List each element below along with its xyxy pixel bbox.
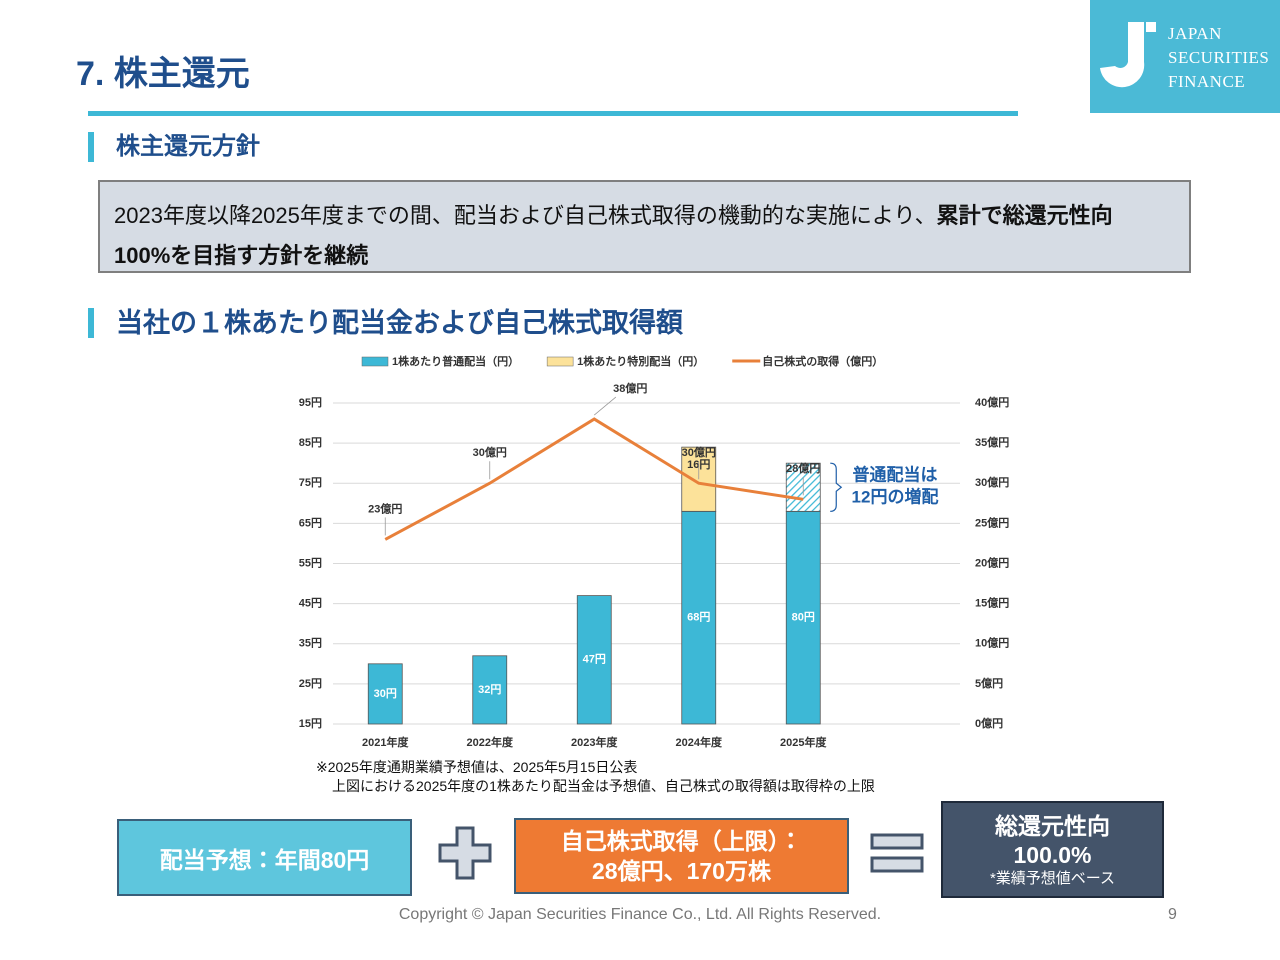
y2-tick-label: 0億円 xyxy=(975,716,1003,730)
y2-tick-label: 25億円 xyxy=(975,515,1009,529)
buyback-text: 28億円、170万株 xyxy=(592,858,771,884)
buyback-text: 自己株式取得（上限）： xyxy=(560,828,803,854)
title-rule xyxy=(88,111,1018,116)
x-tick-label: 2023年度 xyxy=(571,735,618,749)
logo-text: JAPAN SECURITIES FINANCE xyxy=(1168,22,1269,94)
payout-note: *業績予想値ベース xyxy=(989,869,1116,887)
policy-text: 2023年度以降2025年度までの間、配当および自己株式取得の機動的な実施により… xyxy=(114,203,937,228)
y-tick-label: 75円 xyxy=(299,476,322,489)
note: ※2025年度通期業績予想値は、2025年5月15日公表 xyxy=(316,759,638,775)
legend-label: 1株あたり特別配当（円） xyxy=(577,354,704,368)
line xyxy=(384,417,804,541)
page-number: 9 xyxy=(1168,906,1177,923)
copyright: Copyright © Japan Securities Finance Co.… xyxy=(398,906,882,923)
y2-tick-label: 30億円 xyxy=(975,475,1009,489)
y2-tick-label: 15億円 xyxy=(975,596,1009,610)
bar xyxy=(367,663,403,725)
bar-value-label: 30円 xyxy=(374,687,397,700)
x-tick-label: 2024年度 xyxy=(676,735,723,749)
section-heading: 株主還元方針 xyxy=(88,132,260,162)
y-tick-label: 65円 xyxy=(299,516,322,529)
policy-emphasis: 100%を目指す方針を継続 xyxy=(114,243,369,268)
y-tick-label: 85円 xyxy=(299,436,322,449)
y-tick-label: 95円 xyxy=(299,396,322,409)
payout-label: 総還元性向 xyxy=(995,812,1110,839)
line-value-label: 30億円 xyxy=(682,445,716,459)
x-tick-label: 2021年度 xyxy=(362,735,409,749)
payout-value: 100.0% xyxy=(1013,841,1092,868)
buyback-box: 自己株式取得（上限）： 28億円、170万株 xyxy=(514,818,849,894)
x-tick-label: 2025年度 xyxy=(780,735,827,749)
chart: 15円 25円 35円 45円 55円 65円 75円 85円 95円 0億円 5億円 10億円 15億… xyxy=(299,354,1010,749)
y-tick-label: 55円 xyxy=(299,556,322,569)
y-tick-label: 15円 xyxy=(299,717,322,730)
logo-mark xyxy=(1100,22,1156,88)
annotation-bracket xyxy=(830,462,843,512)
equals-icon xyxy=(870,833,924,873)
y-tick-label: 25円 xyxy=(299,677,322,690)
bar-value-label: 68円 xyxy=(687,611,710,624)
dividend-box: 配当予想：年間80円 xyxy=(117,819,412,896)
line-value-label: 23億円 xyxy=(368,501,402,515)
y2-tick-label: 5億円 xyxy=(975,676,1003,690)
bar xyxy=(681,510,717,725)
line-value-label: 38億円 xyxy=(613,381,647,395)
annotation-text: 普通配当は xyxy=(853,465,938,485)
logo-line: JAPAN xyxy=(1168,24,1222,43)
y2-tick-label: 10億円 xyxy=(975,636,1009,650)
bar xyxy=(785,510,821,725)
x-tick-label: 2022年度 xyxy=(467,735,514,749)
policy-emphasis: 累計で総還元性向 xyxy=(936,203,1113,228)
logo: JAPAN SECURITIES FINANCE xyxy=(1090,0,1280,113)
y-tick-label: 35円 xyxy=(299,637,322,650)
bar xyxy=(576,595,612,725)
dividend-text: 配当予想：年間80円 xyxy=(159,846,370,873)
bar-value-label: 80円 xyxy=(792,611,815,624)
y2-tick-label: 35億円 xyxy=(975,435,1009,449)
section-heading: 当社の１株あたり配当金および自己株式取得額 xyxy=(88,308,683,338)
bar-value-label: 47円 xyxy=(583,653,606,666)
line-value-label: 28億円 xyxy=(786,461,820,475)
logo-line: FINANCE xyxy=(1168,72,1246,91)
line-value-label: 30億円 xyxy=(473,445,507,459)
leader-line xyxy=(593,396,617,416)
slide-title: 7. 株主還元 xyxy=(76,55,250,93)
bar-value-label: 32円 xyxy=(478,683,501,696)
plus-icon xyxy=(438,826,492,880)
payout-box: 総還元性向 100.0% *業績予想値ベース xyxy=(941,801,1164,898)
y2-tick-label: 40億円 xyxy=(975,395,1009,409)
legend-swatch xyxy=(546,356,574,367)
legend-swatch xyxy=(361,356,389,367)
legend-label: 自己株式の取得（億円） xyxy=(762,354,883,368)
legend-label: 1株あたり普通配当（円） xyxy=(392,354,519,368)
notes: ※2025年度通期業績予想値は、2025年5月15日公表 上図における2025年… xyxy=(316,758,875,796)
y2-tick-label: 20億円 xyxy=(975,555,1009,569)
y-tick-label: 45円 xyxy=(299,597,322,610)
policy-box: 2023年度以降2025年度までの間、配当および自己株式取得の機動的な実施により… xyxy=(98,180,1191,273)
note: 上図における2025年度の1株あたり配当金は予想値、自己株式の取得額は取得枠の上… xyxy=(332,778,875,794)
bar xyxy=(472,655,508,725)
annotation-text: 12円の増配 xyxy=(852,487,939,507)
logo-line: SECURITIES xyxy=(1168,48,1270,67)
